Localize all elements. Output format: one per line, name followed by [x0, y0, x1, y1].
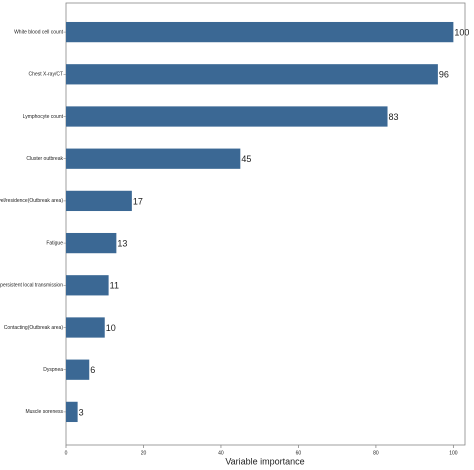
bar — [66, 232, 117, 254]
bar — [66, 275, 109, 296]
y-tick-label: Contacting(Outbreak area) — [4, 325, 64, 331]
y-tick-label: Lymphocyte count — [23, 114, 64, 120]
x-tick-label: 20 — [141, 450, 147, 456]
y-tick-label: Chest X-ray/CT — [29, 72, 63, 78]
y-tick-label: Cluster outbreak — [26, 156, 63, 162]
y-tick-label: Dyspnea — [43, 367, 63, 373]
value-label: 100 — [454, 27, 469, 37]
bar — [66, 64, 438, 85]
x-tick-label: 60 — [296, 450, 302, 456]
bar — [66, 106, 388, 127]
value-label: 10 — [106, 323, 116, 333]
bar — [66, 359, 90, 380]
x-tick-label: 100 — [449, 450, 458, 456]
bar — [66, 401, 78, 423]
y-tick-label: Contacting persistent local transmission — [0, 283, 63, 289]
value-label: 83 — [389, 112, 399, 122]
x-tick-label: 0 — [65, 450, 68, 456]
y-tick-label: White blood cell count — [14, 29, 64, 35]
x-tick-label: 40 — [218, 450, 224, 456]
value-label: 13 — [117, 238, 127, 248]
bar — [66, 190, 132, 212]
value-label: 96 — [439, 70, 449, 80]
bar — [66, 317, 105, 338]
y-tick-label: Muscle soreness — [25, 409, 63, 415]
bar — [66, 148, 241, 169]
plot-frame — [65, 2, 466, 446]
bar — [66, 21, 454, 43]
y-tick-label: Fatigue — [46, 240, 63, 246]
value-label: 45 — [241, 154, 251, 164]
x-tick-label: 80 — [373, 450, 379, 456]
x-axis-label: Variable importance — [225, 456, 304, 466]
value-label: 3 — [79, 407, 84, 417]
value-label: 6 — [90, 365, 95, 375]
y-tick-label: Travel/residence(Outbreak area) — [0, 198, 63, 204]
value-label: 11 — [110, 281, 119, 291]
value-label: 17 — [133, 196, 143, 206]
